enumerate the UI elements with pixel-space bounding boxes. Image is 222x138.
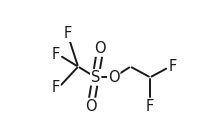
Text: O: O bbox=[108, 70, 120, 85]
Text: F: F bbox=[52, 47, 60, 62]
Text: O: O bbox=[85, 99, 97, 114]
Text: F: F bbox=[146, 99, 154, 114]
Text: S: S bbox=[91, 70, 100, 85]
Text: O: O bbox=[94, 41, 106, 56]
Text: F: F bbox=[52, 80, 60, 95]
Text: F: F bbox=[64, 26, 72, 41]
Text: F: F bbox=[168, 59, 177, 74]
